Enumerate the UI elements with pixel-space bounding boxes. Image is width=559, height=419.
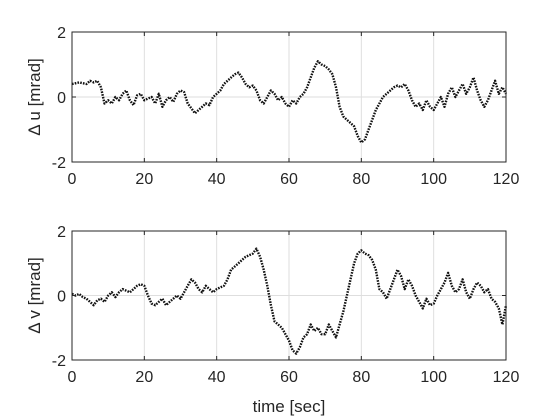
x-tick-label: 80: [352, 171, 370, 188]
y-axis-label: Δ v [mrad]: [25, 257, 44, 334]
x-tick-label: 60: [280, 369, 298, 386]
x-tick-label: 100: [420, 369, 447, 386]
x-tick-label: 20: [135, 369, 153, 386]
x-tick-label: 100: [420, 171, 447, 188]
y-tick-label: 2: [57, 224, 66, 241]
x-tick-label: 40: [208, 369, 226, 386]
x-tick-label: 0: [68, 171, 77, 188]
y-axis-label: Δ u [mrad]: [25, 58, 44, 136]
y-tick-label: 2: [57, 25, 66, 42]
x-tick-label: 0: [68, 369, 77, 386]
series-line: [71, 247, 508, 355]
x-tick-label: 20: [135, 171, 153, 188]
y-tick-label: 0: [57, 90, 66, 107]
x-tick-label: 40: [208, 171, 226, 188]
x-tick-label: 80: [352, 369, 370, 386]
y-tick-label: -2: [52, 353, 66, 370]
y-tick-label: 0: [57, 289, 66, 306]
x-tick-label: 120: [493, 171, 520, 188]
x-tick-label: 120: [493, 369, 520, 386]
x-tick-label: 60: [280, 171, 298, 188]
x-axis-label: time [sec]: [253, 397, 326, 416]
y-tick-label: -2: [52, 155, 66, 172]
series-line: [71, 60, 508, 144]
